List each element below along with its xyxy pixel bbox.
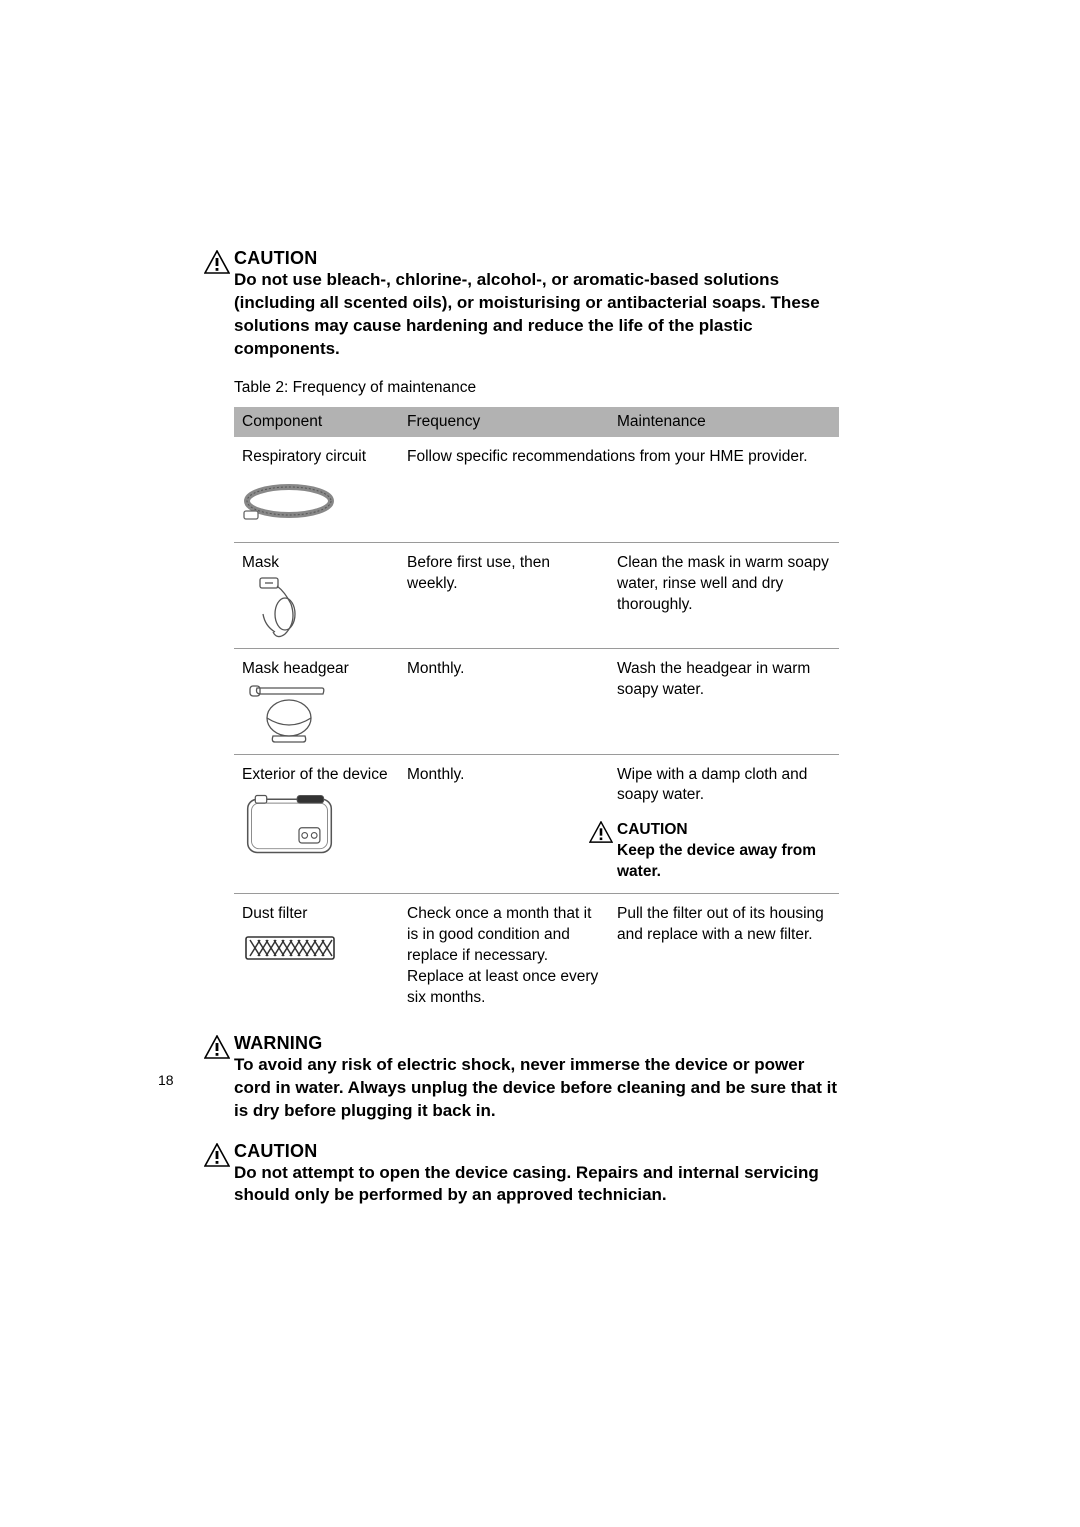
component-name: Respiratory circuit	[242, 447, 391, 468]
caution-notice-bottom: CAUTION Do not attempt to open the devic…	[234, 1141, 844, 1208]
warning-title: WARNING	[234, 1033, 844, 1054]
page-content: CAUTION Do not use bleach-, chlorine-, a…	[234, 248, 844, 1225]
table-row: Respiratory circuit Follow specific reco…	[234, 437, 839, 542]
th-frequency: Frequency	[399, 407, 609, 437]
frequency-cell: Monthly.	[399, 648, 609, 754]
table-caption: Table 2: Frequency of maintenance	[234, 379, 844, 397]
merged-cell: Follow specific recommendations from you…	[399, 437, 839, 542]
dust-filter-icon	[242, 931, 337, 965]
warning-text: To avoid any risk of electric shock, nev…	[234, 1054, 844, 1123]
frequency-cell: Before first use, then weekly.	[399, 542, 609, 648]
caution-text: Do not attempt to open the device casing…	[234, 1162, 844, 1208]
th-component: Component	[234, 407, 399, 437]
table-header-row: Component Frequency Maintenance	[234, 407, 839, 437]
warning-triangle-icon	[204, 1035, 234, 1064]
maintenance-cell: Wipe with a damp cloth and soapy water.	[617, 765, 831, 807]
caution-notice-top: CAUTION Do not use bleach-, chlorine-, a…	[234, 248, 844, 361]
respiratory-circuit-icon	[242, 474, 337, 532]
inline-caution: CAUTION Keep the device away from water.	[617, 820, 831, 883]
mask-headgear-icon	[242, 686, 337, 744]
component-name: Mask	[242, 553, 391, 574]
frequency-cell: Check once a month that it is in good co…	[399, 894, 609, 1019]
maintenance-cell: Pull the filter out of its housing and r…	[609, 894, 839, 1019]
warning-triangle-icon	[204, 1143, 234, 1172]
mask-icon	[242, 580, 337, 638]
table-row: Exterior of the device Monthly	[234, 754, 839, 894]
component-name: Exterior of the device	[242, 765, 391, 786]
device-exterior-icon	[242, 795, 337, 853]
warning-triangle-icon	[589, 821, 617, 850]
caution-text: Do not use bleach-, chlorine-, alcohol-,…	[234, 269, 844, 361]
component-name: Mask headgear	[242, 659, 391, 680]
page-number: 18	[158, 1072, 174, 1088]
table-row: Dust filter	[234, 894, 839, 1019]
th-maintenance: Maintenance	[609, 407, 839, 437]
maintenance-cell: Wash the headgear in warm soapy water.	[609, 648, 839, 754]
warning-notice: WARNING To avoid any risk of electric sh…	[234, 1033, 844, 1123]
maintenance-table: Component Frequency Maintenance Respirat…	[234, 407, 839, 1019]
caution-title: CAUTION	[234, 1141, 844, 1162]
caution-title: CAUTION	[234, 248, 844, 269]
warning-triangle-icon	[204, 250, 234, 279]
table-row: Mask headgear Monthly. Wash the headgear…	[234, 648, 839, 754]
inline-caution-text: Keep the device away from water.	[617, 841, 831, 883]
maintenance-cell: Clean the mask in warm soapy water, rins…	[609, 542, 839, 648]
component-name: Dust filter	[242, 904, 391, 925]
inline-caution-title: CAUTION	[617, 820, 831, 841]
frequency-cell: Monthly.	[399, 754, 609, 894]
table-row: Mask Before first use, then weekly. Clea…	[234, 542, 839, 648]
